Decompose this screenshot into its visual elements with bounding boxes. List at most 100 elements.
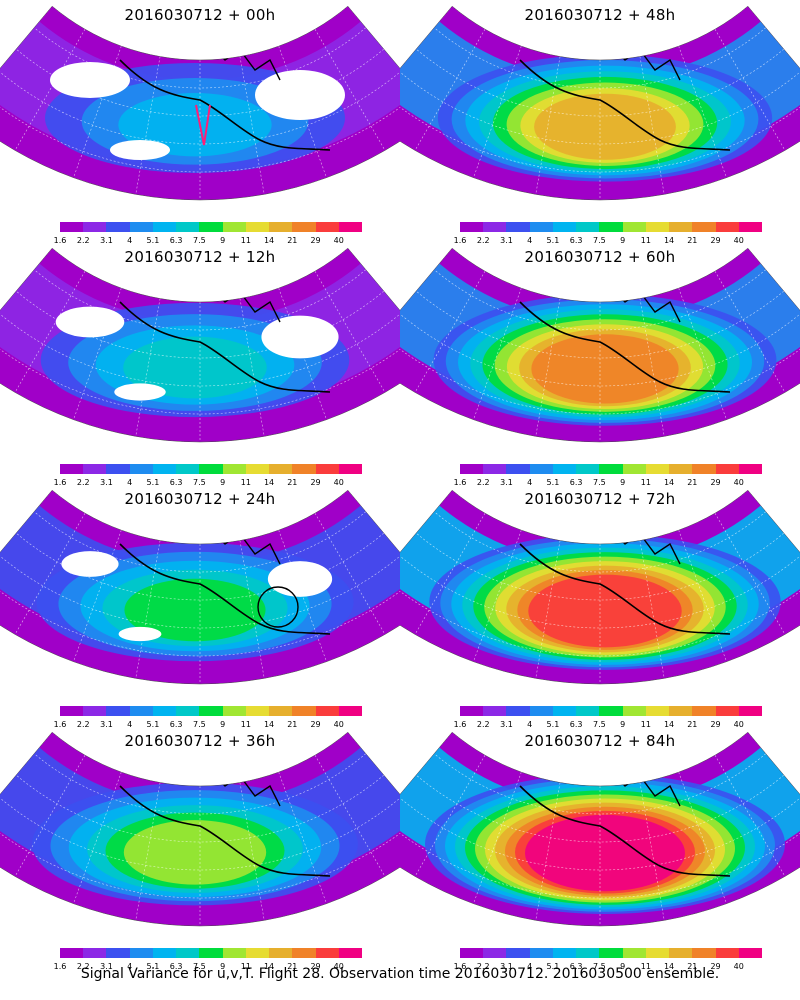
colorbar-swatch <box>622 222 646 232</box>
field-contour <box>534 93 676 160</box>
colorbar-swatch <box>599 464 623 474</box>
colorbar-tick-label: 14 <box>263 720 275 729</box>
variance-map <box>0 731 400 927</box>
figure-caption: Signal Variance for u,v,T. Flight 28. Ob… <box>80 966 720 982</box>
no-data-patch <box>114 383 166 401</box>
colorbar-tick-label: 29 <box>310 478 321 487</box>
latitude-line <box>0 575 400 657</box>
longitude-line <box>314 29 386 151</box>
coastline <box>119 59 331 151</box>
colorbar-tick-label: 11 <box>240 478 251 487</box>
longitude-line <box>14 755 86 877</box>
flight-track <box>195 104 211 146</box>
latitude-line <box>33 269 367 331</box>
latitude-line <box>15 774 385 843</box>
field-contour <box>528 574 682 648</box>
colorbar-swatch <box>483 222 507 232</box>
colorbar-tick-label: 40 <box>733 236 744 245</box>
colorbar-swatch <box>269 222 293 232</box>
colorbar-tick-label: 9 <box>620 720 626 729</box>
colorbar-tick-label: 29 <box>310 236 321 245</box>
no-data-patch <box>118 626 162 642</box>
colorbar-swatch <box>60 706 84 716</box>
variance-field <box>400 732 800 926</box>
colorbar-tick-label: 1.6 <box>53 478 67 487</box>
colorbar-swatch <box>460 706 484 716</box>
colorbar <box>60 222 363 234</box>
colorbar-swatch <box>576 948 600 958</box>
colorbar-swatch <box>483 706 507 716</box>
colorbar-tick-label: 6.3 <box>569 720 583 729</box>
colorbar-swatch <box>106 222 130 232</box>
colorbar-swatch <box>576 222 600 232</box>
colorbar-tick-label: 9 <box>220 236 226 245</box>
colorbar-tick-label: 3.1 <box>100 720 113 729</box>
colorbar-tick-label: 7.5 <box>193 236 206 245</box>
colorbar-swatch <box>60 948 84 958</box>
colorbar-tick-label: 21 <box>287 962 298 971</box>
variance-map <box>400 247 800 443</box>
colorbar-swatch <box>292 464 316 474</box>
latitude-line <box>415 774 785 843</box>
colorbar-tick-label: 6.3 <box>569 962 583 971</box>
map-panel-12h: 2016030712 + 12h 1.6 2.2 3.1 4 5.1 6.3 7.5 9 11 1… <box>0 242 400 487</box>
colorbar-swatch <box>483 948 507 958</box>
colorbar-tick-label: 40 <box>733 962 744 971</box>
colorbar-tick-label: 11 <box>240 962 251 971</box>
longitude-line <box>314 755 386 877</box>
colorbar-tick-label: 14 <box>663 236 675 245</box>
colorbar-swatch <box>529 222 553 232</box>
colorbar-swatch <box>692 222 716 232</box>
colorbar-swatch <box>129 222 153 232</box>
longitude-line <box>14 29 86 151</box>
map-panel-60h: 2016030712 + 60h 1.6 2.2 3.1 4 5.1 6.3 7.5 9 11 1… <box>400 242 800 487</box>
colorbar <box>460 222 763 234</box>
colorbar-tick-label: 3.1 <box>500 236 513 245</box>
colorbar-tick-label: 29 <box>310 962 321 971</box>
colorbar-swatch <box>176 464 200 474</box>
colorbar-tick-label: 6.3 <box>569 478 583 487</box>
colorbar-swatch <box>292 222 316 232</box>
colorbar-swatch <box>552 222 577 232</box>
colorbar-tick-label: 14 <box>663 720 675 729</box>
colorbar-tick-label: 29 <box>710 478 721 487</box>
longitude-line <box>314 271 386 393</box>
colorbar-tick-label: 9 <box>220 478 226 487</box>
colorbar-labels: 1.6 2.2 3.1 4 5.1 6.3 7.5 9 11 14 21 29 40 <box>454 962 762 972</box>
panel-title: 2016030712 + 12h <box>124 248 276 266</box>
colorbar-swatch <box>338 706 363 716</box>
map-panel-36h: 2016030712 + 36h 1.6 2.2 3.1 4 5.1 6.3 7.5 9 11 1… <box>0 726 400 971</box>
latitude-line <box>0 817 400 899</box>
colorbar-tick-label: 2.2 <box>476 478 490 487</box>
colorbar-tick-label: 14 <box>663 478 675 487</box>
colorbar-labels: 1.6 2.2 3.1 4 5.1 6.3 7.5 9 11 14 21 29 40 <box>454 478 762 488</box>
colorbar-tick-label: 5.1 <box>546 720 560 729</box>
colorbar-tick-label: 29 <box>310 720 321 729</box>
longitude-line <box>73 530 122 662</box>
colorbar-swatch <box>315 948 339 958</box>
colorbar-swatch <box>552 948 577 958</box>
field-contour <box>123 336 267 399</box>
variance-map <box>400 731 800 927</box>
variance-field <box>0 732 400 926</box>
colorbar-tick-label: 6.3 <box>169 236 183 245</box>
colorbar-swatch <box>269 706 293 716</box>
colorbar-swatch <box>152 706 177 716</box>
colorbar-swatch <box>599 948 623 958</box>
colorbar-swatch <box>460 222 484 232</box>
colorbar-swatch <box>222 948 246 958</box>
panel-title: 2016030712 + 00h <box>124 6 276 24</box>
colorbar-swatch <box>645 706 670 716</box>
latitude-line <box>15 48 385 117</box>
colorbar-swatch <box>552 464 577 474</box>
colorbar-tick-label: 11 <box>640 478 651 487</box>
coastline <box>519 301 731 393</box>
colorbar-swatch <box>338 222 363 232</box>
longitude-line <box>714 29 786 151</box>
colorbar-tick-label: 21 <box>687 720 698 729</box>
colorbar-swatch <box>715 948 739 958</box>
colorbar-tick-label: 4 <box>127 478 133 487</box>
longitude-line <box>414 29 486 151</box>
colorbar-tick-label: 40 <box>733 720 744 729</box>
coastline <box>119 543 331 635</box>
